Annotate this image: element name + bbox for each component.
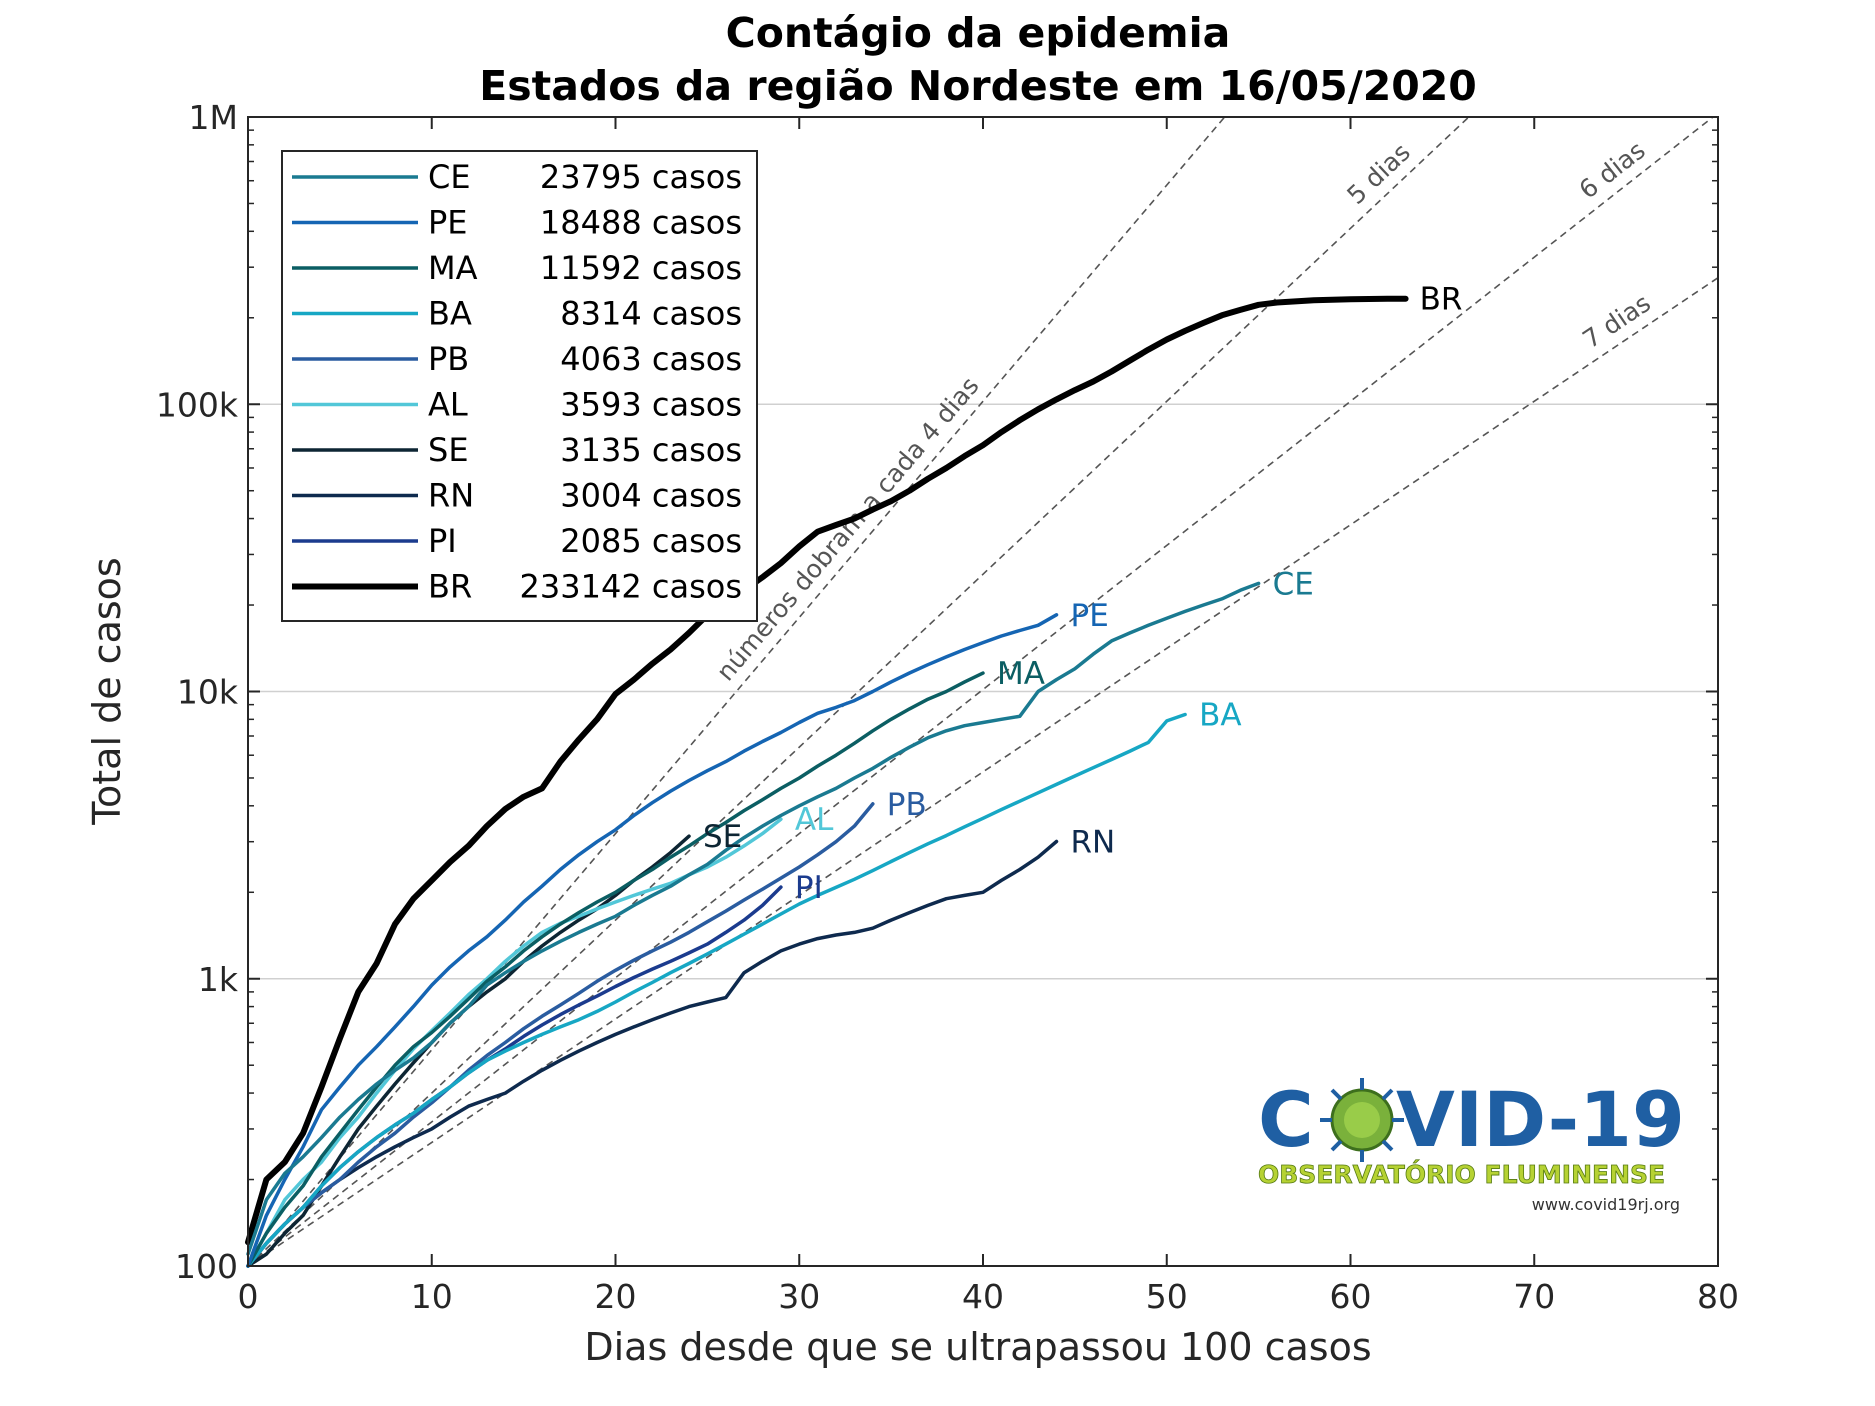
x-tick-label: 70 [1513, 1277, 1555, 1316]
x-tick-label: 40 [962, 1277, 1004, 1316]
legend-name-ma: MA [428, 249, 478, 287]
series-line-pb [246, 802, 875, 1268]
reference-line-label: 6 dias [1574, 135, 1651, 204]
end-label-ce: CE [1273, 566, 1314, 602]
series-line-ba [246, 712, 1187, 1268]
x-tick-label: 30 [778, 1277, 820, 1316]
legend-value-pe: 18488 casos [540, 204, 742, 242]
series-end-labels: CE PE MA BA PB AL SE RN PI BR [703, 282, 1462, 906]
x-tick-label: 0 [238, 1277, 259, 1316]
end-label-pe: PE [1071, 598, 1109, 634]
legend-value-rn: 3004 casos [560, 477, 742, 515]
legend-value-br: 233142 casos [520, 568, 742, 606]
logo-url: www.covid19rj.org [1532, 1195, 1680, 1214]
legend: CE 23795 casos PE 18488 casos MA 11592 casos B… [281, 150, 758, 622]
series-line-rn [246, 839, 1059, 1268]
legend-value-se: 3135 casos [560, 431, 742, 469]
reference-line [247, 116, 1714, 1267]
y-tick-label: 100k [156, 385, 239, 424]
legend-name-br: BR [428, 568, 472, 606]
logo-subtitle: OBSERVATÓRIO FLUMINENSE [1258, 1159, 1665, 1189]
legend-value-pi: 2085 casos [560, 522, 742, 560]
legend-value-ma: 11592 casos [540, 249, 742, 287]
reference-line-label: 7 dias [1577, 288, 1655, 354]
series-line-ma [246, 671, 985, 1268]
end-label-ma: MA [997, 656, 1045, 692]
y-tick-label: 1k [198, 960, 239, 999]
x-tick-label: 80 [1697, 1277, 1739, 1316]
axis-ticks: 0 10 20 30 40 50 60 70 80 100 1k 10k 100k 1M [156, 98, 1739, 1316]
chart-title: Contágio da epidemia [726, 9, 1231, 57]
end-label-al: AL [795, 802, 834, 838]
series-line-ce [246, 581, 1261, 1256]
legend-value-pb: 4063 casos [560, 340, 742, 378]
x-axis-label: Dias desde que se ultrapassou 100 casos [584, 1325, 1371, 1369]
legend-name-ce: CE [428, 158, 471, 196]
legend-name-pe: PE [428, 204, 468, 242]
virus-icon [1320, 1078, 1404, 1162]
chart-subtitle: Estados da região Nordeste em 16/05/2020 [479, 62, 1477, 110]
legend-name-se: SE [428, 431, 469, 469]
y-axis-label: Total de casos [85, 557, 129, 825]
series-line-pe [246, 613, 1059, 1268]
legend-name-rn: RN [428, 477, 474, 515]
reference-line [247, 277, 1719, 1267]
x-tick-label: 60 [1330, 1277, 1372, 1316]
legend-name-ba: BA [428, 295, 472, 333]
y-tick-label: 100 [175, 1247, 238, 1286]
legend-name-al: AL [428, 386, 468, 424]
x-tick-label: 50 [1146, 1277, 1188, 1316]
end-label-pi: PI [795, 870, 823, 906]
end-label-br: BR [1420, 282, 1463, 318]
y-tick-label: 10k [177, 673, 239, 712]
series-line-br [245, 295, 1409, 1246]
legend-value-ce: 23795 casos [540, 158, 742, 196]
end-label-pb: PB [887, 787, 927, 823]
end-label-rn: RN [1071, 825, 1116, 861]
legend-name-pi: PI [428, 522, 457, 560]
x-tick-label: 20 [595, 1277, 637, 1316]
covid19-logo: C VID-19 OBSERVATÓRIO FLUMINENSE www.cov… [1258, 1075, 1685, 1214]
legend-name-pb: PB [428, 340, 469, 378]
logo-vid19: VID-19 [1396, 1075, 1685, 1164]
reference-line [247, 116, 1470, 1267]
logo-c: C [1258, 1075, 1314, 1164]
legend-value-ba: 8314 casos [560, 295, 742, 333]
reference-line-label: 5 dias [1341, 137, 1416, 210]
y-tick-label: 1M [189, 98, 238, 137]
end-label-ba: BA [1199, 698, 1241, 734]
series-lines [245, 295, 1409, 1268]
end-label-se: SE [703, 819, 742, 855]
x-tick-label: 10 [411, 1277, 453, 1316]
legend-value-al: 3593 casos [560, 386, 742, 424]
